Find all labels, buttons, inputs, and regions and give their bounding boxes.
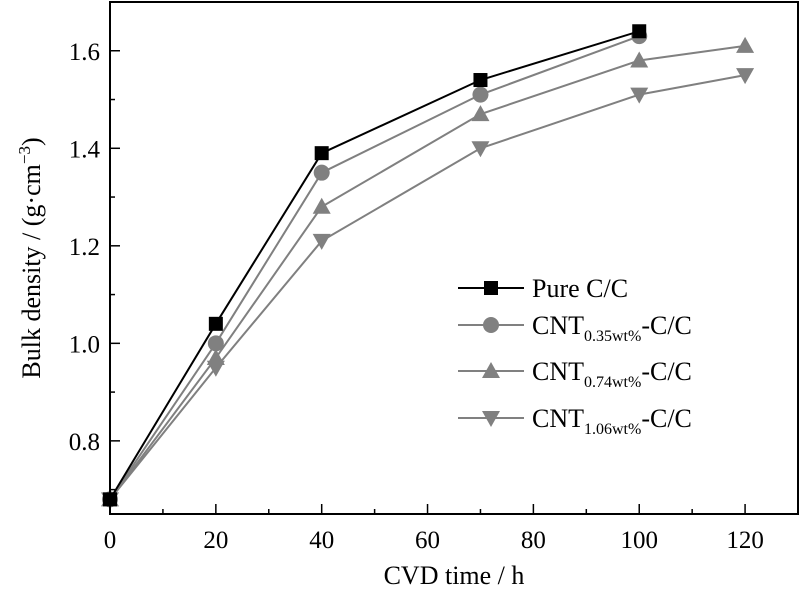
- data-point-triangle-up: [630, 51, 649, 68]
- series-line: [109, 74, 746, 500]
- legend-label-subscript: 1.06wt%: [584, 421, 641, 438]
- legend-label-main: CNT: [532, 404, 584, 433]
- y-axis-title-main: Bulk density / (g·cm: [17, 164, 46, 378]
- x-axis-title: CVD time / h: [384, 561, 525, 590]
- data-point-triangle-down: [630, 87, 649, 104]
- tick-labels: 0 20 40 60 80 100 120 0.8 1.0 1.2 1.4 1.6: [69, 39, 764, 554]
- series-3: [101, 36, 755, 507]
- legend-label: Pure C/C: [532, 274, 628, 303]
- data-point-square: [314, 146, 329, 161]
- data-point-circle: [313, 164, 330, 181]
- legend-entry: CNT0.35wt%-C/C: [458, 311, 692, 345]
- y-tick-label: 1.6: [69, 39, 100, 66]
- data-point-triangle-down: [736, 68, 755, 85]
- y-tick-label: 1.0: [69, 331, 100, 358]
- series-1: [103, 24, 647, 507]
- y-tick-label: 1.4: [69, 136, 101, 163]
- legend-label-suffix: -C/C: [641, 311, 692, 340]
- legend-entry: CNT1.06wt%-C/C: [458, 404, 692, 438]
- data-point-circle: [207, 335, 224, 352]
- x-tick-label: 60: [415, 527, 440, 554]
- data-point-square: [473, 73, 488, 88]
- plot-series: [101, 24, 755, 509]
- legend-label-main: CNT: [532, 311, 584, 340]
- data-point-square: [208, 316, 223, 331]
- y-axis-title: Bulk density / (g·cm−3): [15, 137, 46, 378]
- y-axis-title-exponent: −3: [15, 146, 34, 164]
- legend-label-subscript: 0.35wt%: [584, 328, 641, 345]
- series-line: [109, 44, 746, 500]
- data-point-triangle-up: [471, 105, 490, 122]
- x-tick-label: 0: [104, 527, 117, 554]
- legend-label-suffix: -C/C: [641, 404, 692, 433]
- data-point-triangle-up: [736, 36, 755, 53]
- legend-label: CNT0.35wt%-C/C: [532, 311, 692, 345]
- x-tick-label: 20: [203, 527, 228, 554]
- data-point-square: [632, 24, 647, 39]
- legend-marker-triangle-down: [482, 411, 500, 427]
- legend-marker-circle: [483, 317, 499, 333]
- data-point-circle: [472, 86, 489, 103]
- y-tick-label: 1.2: [69, 234, 100, 261]
- legend-label-main: Pure C/C: [532, 274, 628, 303]
- x-tick-label: 100: [620, 527, 658, 554]
- legend: Pure C/CCNT0.35wt%-C/CCNT0.74wt%-C/CCNT1…: [458, 274, 692, 438]
- y-tick-label: 0.8: [69, 429, 100, 456]
- legend-entry: CNT0.74wt%-C/C: [458, 357, 692, 391]
- series-4: [101, 68, 755, 509]
- data-point-triangle-down: [471, 141, 490, 158]
- y-axis-title-close: ): [17, 137, 46, 146]
- series-2: [102, 28, 648, 508]
- data-point-triangle-down: [312, 233, 331, 250]
- legend-label: CNT0.74wt%-C/C: [532, 357, 692, 391]
- legend-label-subscript: 0.74wt%: [584, 374, 641, 391]
- axis-ticks: [109, 1, 746, 514]
- legend-label-suffix: -C/C: [641, 357, 692, 386]
- plot-frame: [109, 1, 799, 515]
- legend-label-main: CNT: [532, 357, 584, 386]
- data-point-triangle-up: [206, 348, 225, 365]
- x-tick-label: 40: [309, 527, 334, 554]
- legend-marker-square: [484, 281, 498, 295]
- x-tick-label: 120: [726, 527, 764, 554]
- legend-label: CNT1.06wt%-C/C: [532, 404, 692, 438]
- legend-marker-triangle-up: [482, 362, 500, 378]
- legend-entry: Pure C/C: [458, 274, 628, 303]
- x-tick-label: 80: [521, 527, 546, 554]
- data-point-triangle-up: [312, 197, 331, 214]
